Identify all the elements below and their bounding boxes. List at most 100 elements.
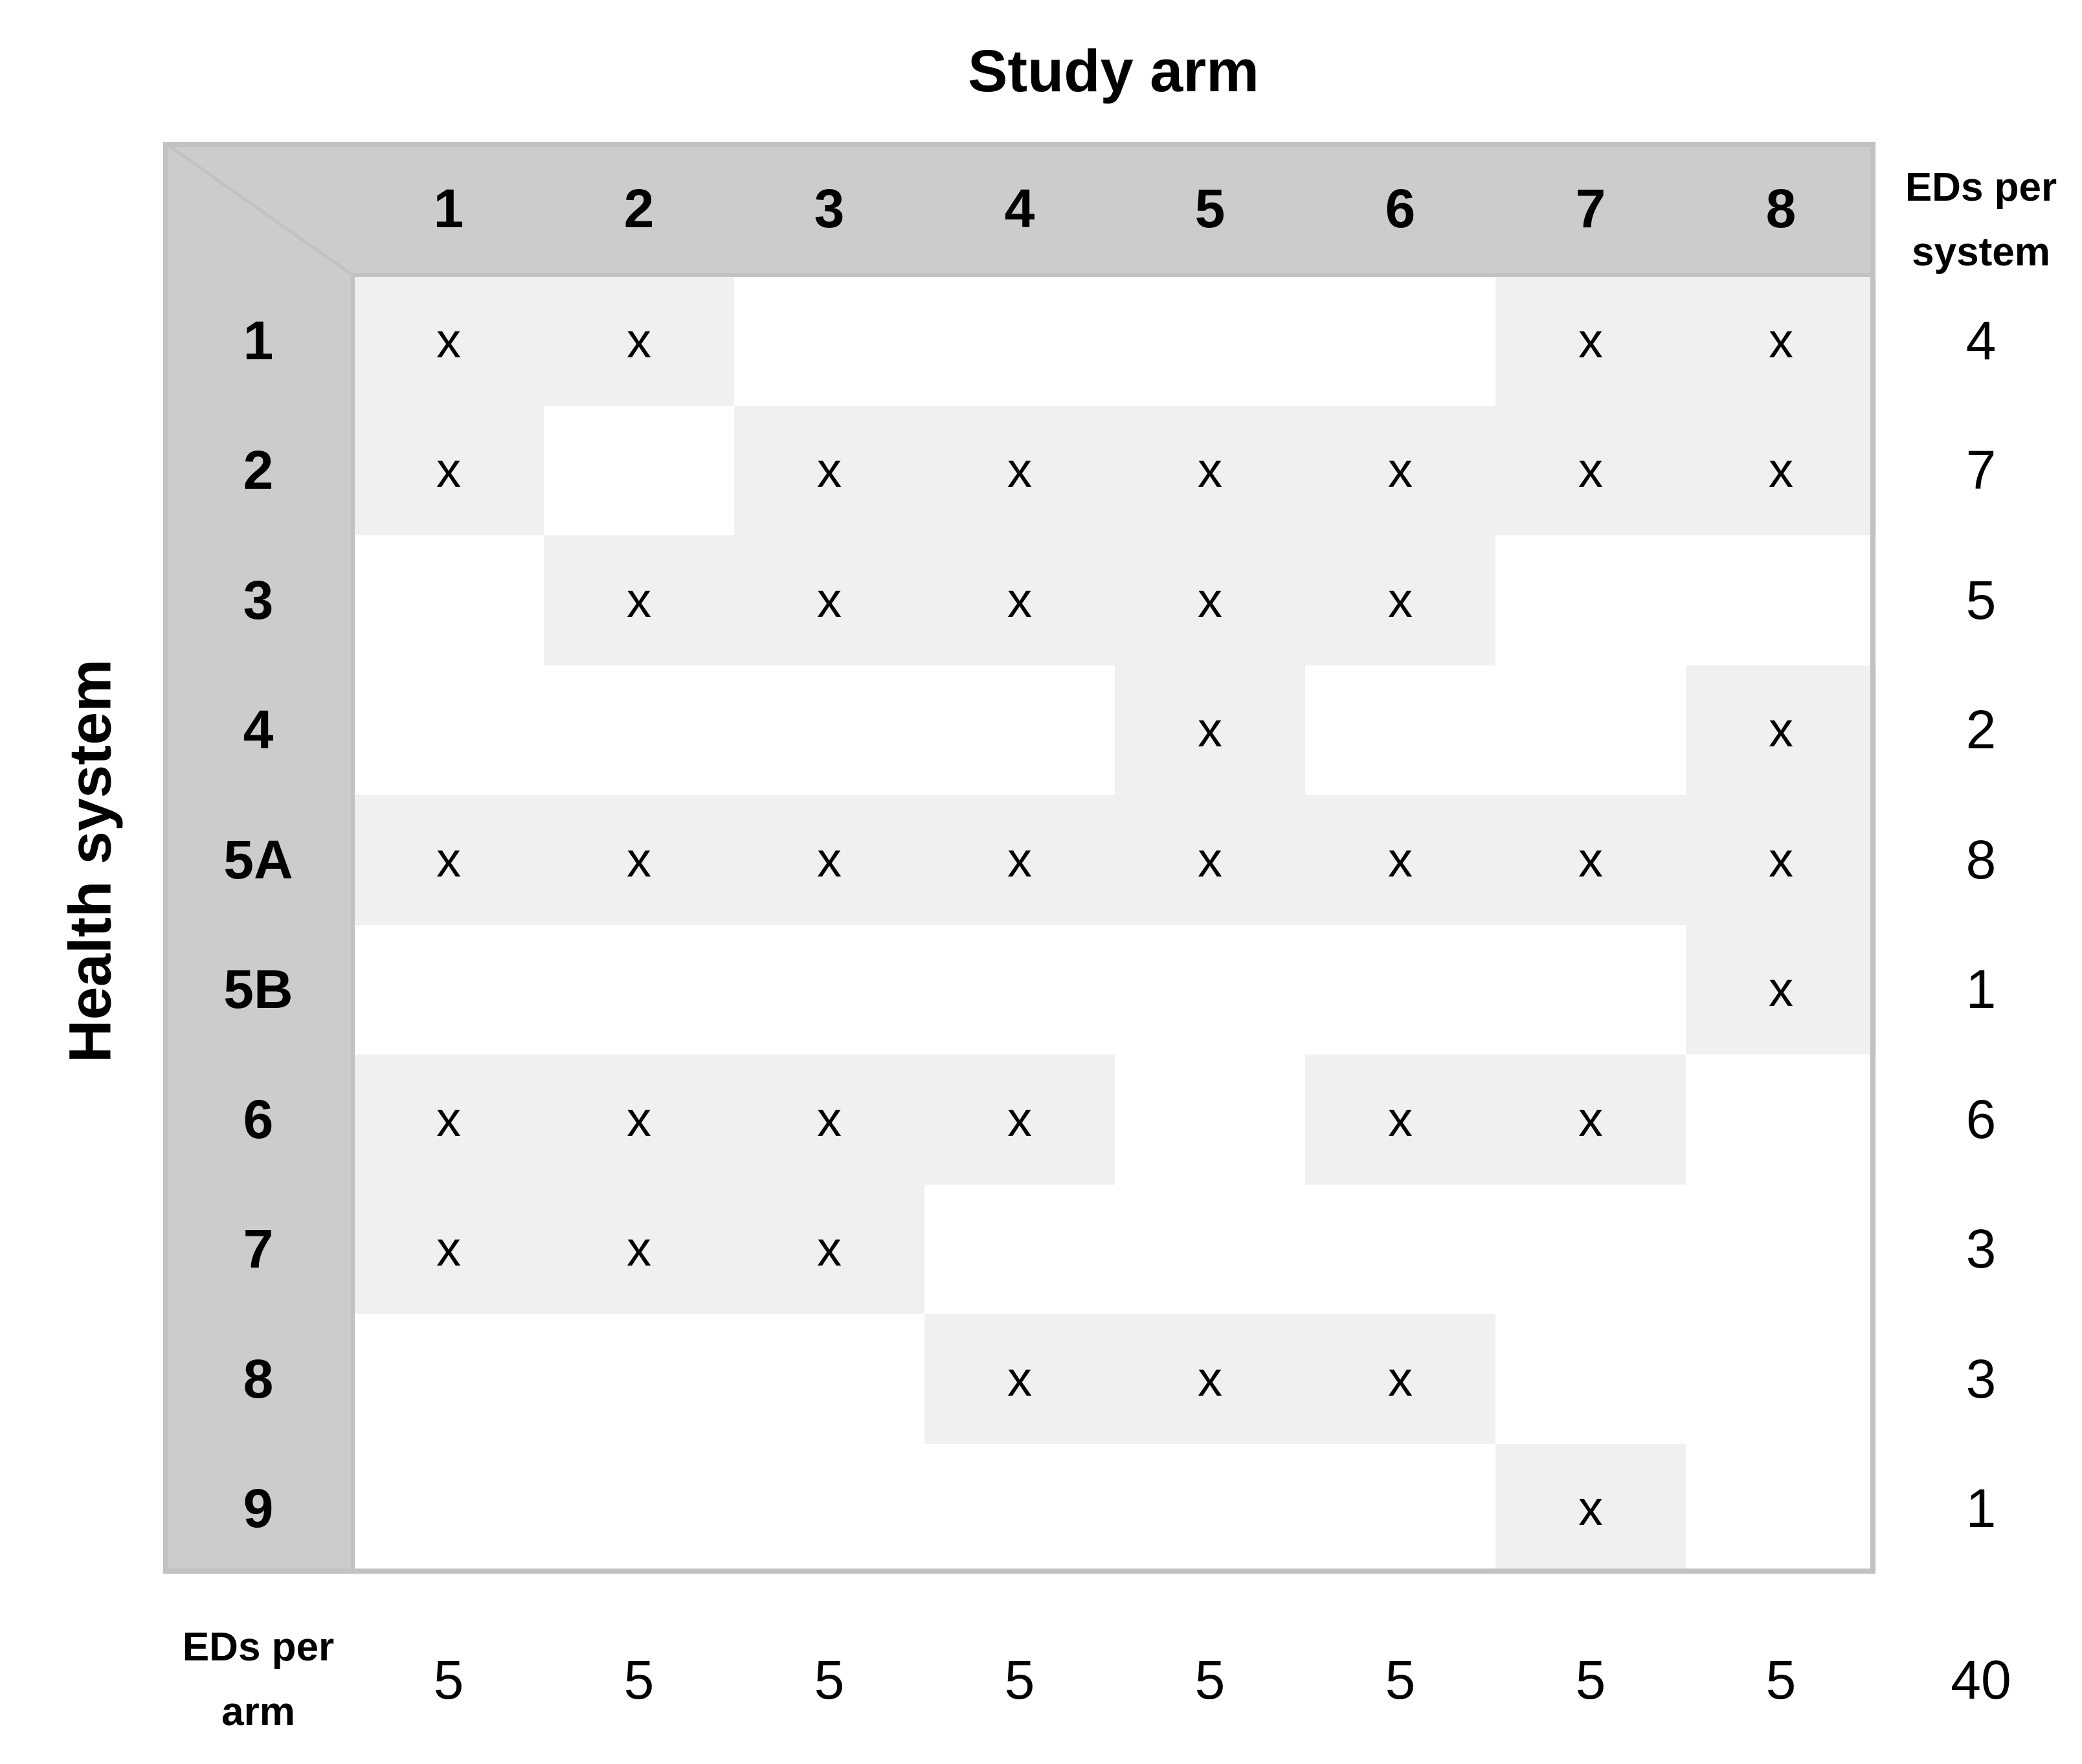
- cell-system-5b-arm-5: [1115, 925, 1305, 1055]
- eds-per-arm-4: 5: [1004, 1649, 1035, 1710]
- cell-system-3-arm-1: [353, 535, 544, 665]
- cell-system-8-arm-4: x: [924, 1314, 1115, 1444]
- system-header-1: 1: [243, 309, 274, 371]
- cell-system-5b-arm-7: [1495, 925, 1686, 1055]
- cell-system-7-arm-5: [1115, 1185, 1305, 1315]
- cell-system-2-arm-7: x: [1495, 405, 1686, 535]
- cell-system-8-arm-6: x: [1305, 1314, 1495, 1444]
- cell-system-4-arm-1: [353, 665, 544, 796]
- cell-system-3-arm-8: [1686, 535, 1876, 665]
- cell-system-9-arm-2: [544, 1444, 734, 1574]
- eds-per-system-label-line2: system: [1912, 230, 2050, 274]
- cell-system-5b-arm-3: [734, 925, 924, 1055]
- eds-per-system-label-line1: EDs per: [1905, 165, 2057, 210]
- cell-system-6-arm-6: x: [1305, 1055, 1495, 1185]
- eds-per-system-1: 4: [1965, 309, 1997, 371]
- cell-system-9-arm-7: x: [1495, 1444, 1686, 1574]
- cell-system-9-arm-1: [353, 1444, 544, 1574]
- eds-per-arm-6: 5: [1385, 1649, 1416, 1710]
- cell-system-1-arm-2: x: [544, 276, 734, 406]
- arm-header-2: 2: [623, 178, 655, 239]
- cell-system-9-arm-6: [1305, 1444, 1495, 1574]
- cell-system-1-arm-7: x: [1495, 276, 1686, 406]
- cell-system-3-arm-2: x: [544, 535, 734, 665]
- eds-per-system-4: 2: [1965, 699, 1997, 761]
- cell-system-8-arm-7: [1495, 1314, 1686, 1444]
- system-header-6: 6: [243, 1088, 274, 1150]
- cell-system-5b-arm-2: [544, 925, 734, 1055]
- cell-system-2-arm-3: x: [734, 405, 924, 535]
- cell-system-5b-arm-6: [1305, 925, 1495, 1055]
- cell-system-6-arm-2: x: [544, 1055, 734, 1185]
- eds-per-arm-5: 5: [1194, 1649, 1226, 1710]
- cell-system-4-arm-8: x: [1686, 665, 1876, 795]
- grand-total: 40: [1951, 1649, 2011, 1710]
- cell-system-6-arm-3: x: [734, 1055, 924, 1185]
- cell-system-2-arm-5: x: [1115, 405, 1305, 535]
- cell-system-5a-arm-8: x: [1686, 795, 1876, 925]
- cell-system-2-arm-4: x: [924, 405, 1115, 535]
- system-header-4: 4: [243, 699, 274, 761]
- cell-system-4-arm-3: [734, 665, 924, 796]
- cell-system-9-arm-5: [1115, 1444, 1305, 1574]
- cell-system-6-arm-1: x: [353, 1055, 544, 1185]
- cell-system-7-arm-7: [1495, 1185, 1686, 1315]
- eds-per-system-7: 3: [1965, 1218, 1997, 1280]
- cell-system-8-arm-2: [544, 1314, 734, 1444]
- cell-system-5b-arm-8: x: [1686, 924, 1876, 1055]
- arm-header-5: 5: [1194, 178, 1226, 239]
- cell-system-8-arm-3: [734, 1314, 924, 1444]
- cell-system-5a-arm-6: x: [1305, 795, 1495, 925]
- cell-system-2-arm-2: [544, 406, 734, 536]
- arm-header-1: 1: [433, 178, 464, 239]
- system-header-9: 9: [243, 1478, 274, 1539]
- cell-system-5a-arm-1: x: [353, 795, 544, 925]
- cell-system-5a-arm-4: x: [924, 795, 1115, 925]
- corner-diagonal: [163, 142, 353, 276]
- cell-system-2-arm-6: x: [1305, 405, 1495, 535]
- health-system-title-box: Health system: [45, 647, 136, 1075]
- cell-system-6-arm-7: x: [1495, 1055, 1686, 1185]
- cell-system-7-arm-2: x: [544, 1184, 734, 1314]
- arm-header-8: 8: [1765, 178, 1797, 239]
- cell-system-1-arm-5: [1115, 276, 1305, 406]
- eds-per-arm-7: 5: [1575, 1649, 1606, 1710]
- system-header-7: 7: [243, 1218, 274, 1280]
- eds-per-system-3: 5: [1965, 569, 1997, 631]
- cell-system-3-arm-3: x: [734, 535, 924, 665]
- cell-system-2-arm-8: x: [1686, 405, 1876, 535]
- eds-per-arm-3: 5: [814, 1649, 845, 1710]
- cell-system-3-arm-4: x: [924, 535, 1115, 665]
- cell-system-8-arm-1: [353, 1314, 544, 1444]
- cell-system-1-arm-6: [1305, 276, 1495, 406]
- eds-per-arm-label-line2: arm: [221, 1690, 295, 1734]
- cell-system-5a-arm-2: x: [544, 795, 734, 925]
- eds-per-system-label: EDs per system: [1881, 155, 2081, 285]
- system-header-2: 2: [243, 440, 274, 501]
- cell-system-1-arm-8: x: [1686, 276, 1876, 406]
- arm-header-band: [163, 142, 1875, 276]
- cell-system-7-arm-3: x: [734, 1184, 924, 1314]
- system-header-5b: 5B: [223, 959, 293, 1020]
- cell-system-1-arm-3: [734, 276, 924, 406]
- eds-per-system-2: 7: [1965, 440, 1997, 501]
- cell-system-4-arm-7: [1495, 665, 1686, 796]
- study-arm-title: Study arm: [968, 38, 1259, 104]
- eds-per-arm-1: 5: [433, 1649, 464, 1710]
- cell-system-6-arm-8: [1686, 1055, 1876, 1185]
- cell-system-5b-arm-1: [353, 925, 544, 1055]
- eds-per-arm-8: 5: [1765, 1649, 1797, 1710]
- system-header-band: [163, 142, 353, 1574]
- header-divider: [353, 273, 1875, 277]
- cell-system-9-arm-3: [734, 1444, 924, 1574]
- cell-system-6-arm-5: [1115, 1055, 1305, 1185]
- cell-system-5a-arm-3: x: [734, 795, 924, 925]
- system-header-3: 3: [243, 569, 274, 631]
- arm-header-7: 7: [1575, 178, 1606, 239]
- cell-system-7-arm-1: x: [353, 1184, 544, 1314]
- cell-system-9-arm-8: [1686, 1444, 1876, 1574]
- eds-per-arm-label: EDs per arm: [163, 1615, 353, 1745]
- eds-per-arm-2: 5: [623, 1649, 655, 1710]
- eds-per-system-5b: 1: [1965, 959, 1997, 1020]
